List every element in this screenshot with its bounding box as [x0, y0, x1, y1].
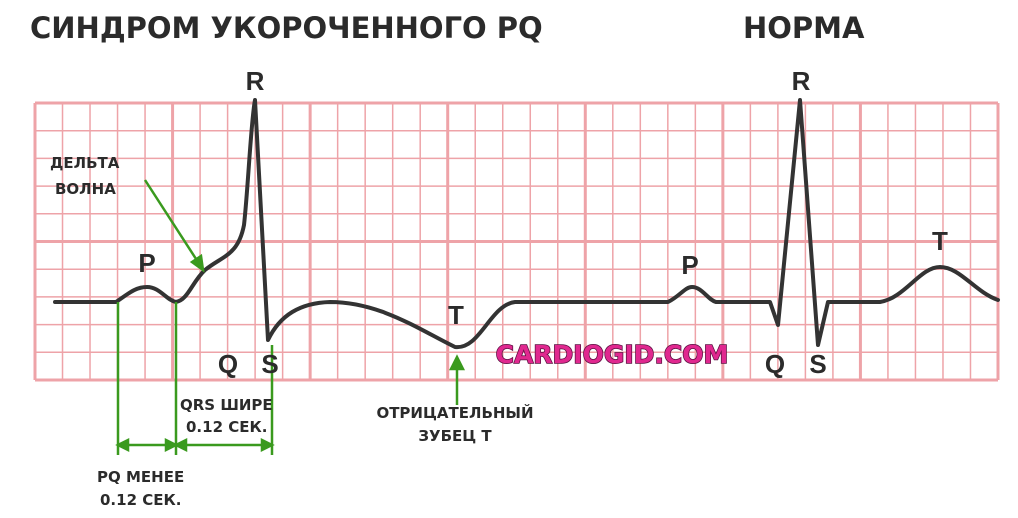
wave-label: S — [261, 349, 278, 379]
annotation: ВОЛНА — [55, 180, 116, 198]
wave-label: Q — [218, 349, 238, 379]
annotation: ОТРИЦАТЕЛЬНЫЙ — [376, 403, 533, 422]
annotation: 0.12 СЕК. — [186, 418, 267, 436]
annotation: ДЕЛЬТА — [50, 154, 120, 172]
wave-label: T — [448, 300, 464, 330]
ecg-trace — [53, 98, 1000, 350]
wave-label: T — [932, 226, 948, 256]
title-right: НОРМА — [743, 11, 865, 45]
annotation: PQ МЕНЕЕ — [97, 468, 184, 486]
wave-label: P — [681, 250, 698, 280]
measure-lines — [115, 179, 466, 455]
annotation: 0.12 СЕК. — [100, 491, 181, 509]
wave-label: Q — [765, 349, 785, 379]
annotation: QRS ШИРЕ — [180, 396, 273, 414]
wave-label: R — [792, 66, 811, 96]
watermark: CARDIOGID.COM — [496, 340, 729, 369]
ecg-grid — [33, 101, 1000, 382]
title: СИНДРОМ УКОРОЧЕННОГО PQ — [30, 11, 543, 45]
wave-label: P — [138, 248, 155, 278]
wave-label: S — [809, 349, 826, 379]
annotation: ЗУБЕЦ Т — [418, 427, 492, 445]
wave-label: R — [246, 66, 265, 96]
